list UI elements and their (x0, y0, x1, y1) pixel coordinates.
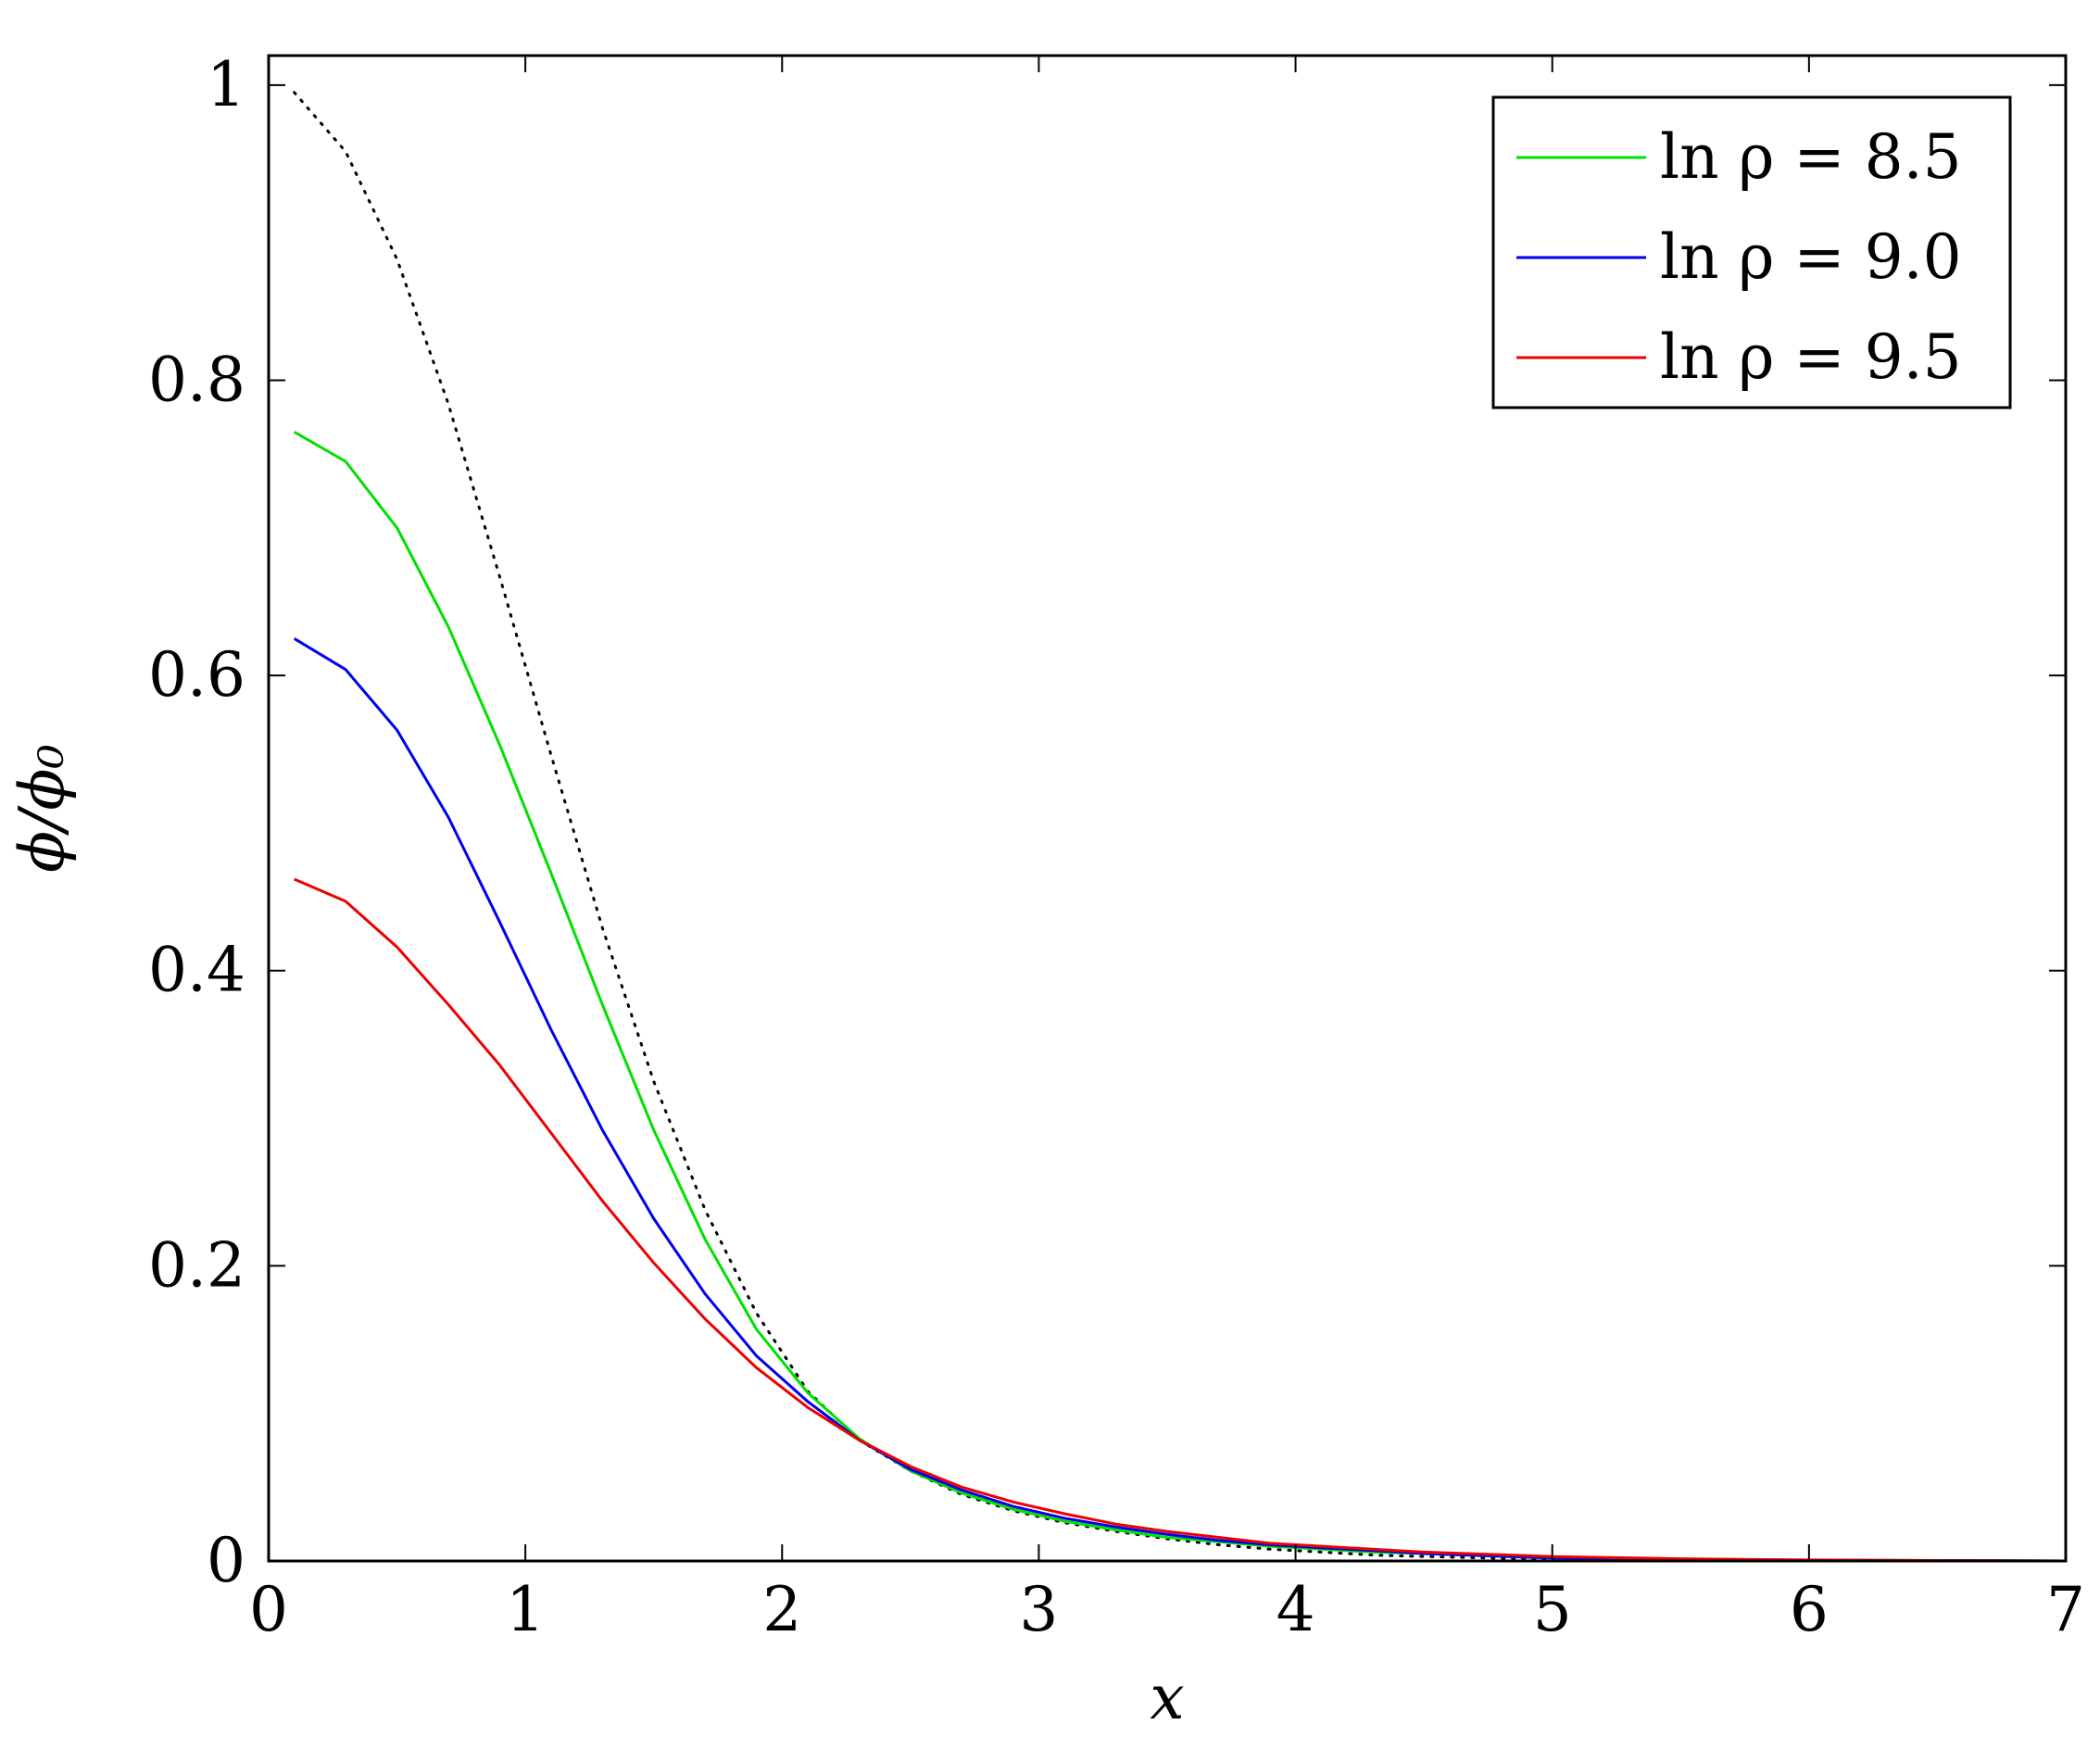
axes: 0 1 2 3 4 5 6 7 0 0.2 0.4 0.6 0.8 1 (148, 49, 2085, 1645)
plot-frame (267, 54, 2068, 1563)
legend-entry-label: ln ρ = 9.5 (1660, 321, 1962, 393)
x-axis-label: x (1150, 1662, 1184, 1733)
plot-area (293, 91, 2068, 1563)
y-tick-label: 0.2 (148, 1229, 245, 1301)
y-tick-label: 1 (207, 49, 245, 120)
x-tick-label: 5 (1533, 1574, 1572, 1645)
reference-curve-dotted (293, 91, 2068, 1563)
legend-entry-label: ln ρ = 8.5 (1660, 121, 1962, 193)
y-tick-label: 0 (207, 1525, 245, 1596)
y-axis-label: ϕ/ϕ₀ (6, 744, 78, 873)
y-tick-label: 0.6 (148, 639, 245, 711)
x-tick-label: 4 (1276, 1574, 1315, 1645)
x-tick-label: 6 (1790, 1574, 1829, 1645)
series-line-2 (293, 637, 2067, 1563)
series-line-3 (294, 877, 2067, 1563)
y-tick-label: 0.4 (148, 935, 245, 1006)
y-tick-label: 0.8 (148, 344, 245, 415)
legend: ln ρ = 8.5 ln ρ = 9.0 ln ρ = 9.5 (1491, 95, 2012, 409)
legend-box (1491, 95, 2012, 409)
x-tick-label: 1 (506, 1574, 545, 1645)
x-tick-label: 7 (2046, 1574, 2085, 1645)
legend-entry-label: ln ρ = 9.0 (1660, 221, 1962, 293)
x-tick-label: 2 (762, 1574, 801, 1645)
x-tick-label: 3 (1019, 1574, 1058, 1645)
x-tick-label: 0 (249, 1574, 288, 1645)
